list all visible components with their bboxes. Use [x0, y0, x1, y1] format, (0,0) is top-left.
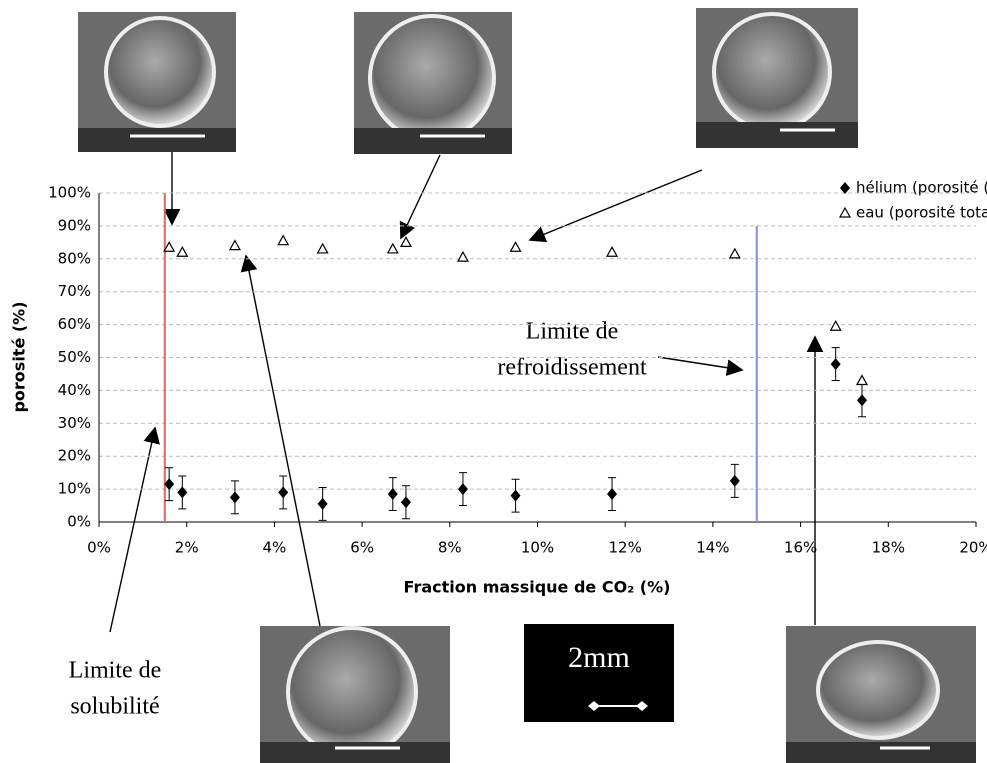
- annotation: solubilité: [70, 694, 159, 720]
- legend-label: eau (porosité totale): [856, 204, 987, 222]
- point: [386, 242, 399, 254]
- micrograph: [78, 12, 236, 152]
- x-tick-label: 18%: [872, 539, 905, 557]
- point: [606, 245, 619, 257]
- point: [856, 394, 867, 407]
- y-axis-label: porosité (%): [10, 301, 29, 412]
- micrograph: [260, 626, 450, 763]
- point: [838, 206, 852, 218]
- point: [317, 497, 328, 510]
- micrograph: [354, 12, 512, 154]
- point: [316, 242, 329, 254]
- point: [176, 245, 189, 257]
- scale-box: 2mm: [524, 624, 674, 722]
- x-tick-label: 6%: [350, 539, 374, 557]
- point: [855, 374, 869, 386]
- scale-label: 2mm: [568, 641, 630, 674]
- point: [278, 486, 289, 499]
- point: [829, 320, 842, 331]
- micrograph: [786, 626, 976, 763]
- x-tick-label: 4%: [263, 539, 287, 557]
- point: [457, 483, 468, 496]
- y-tick-label: 90%: [58, 216, 91, 234]
- point: [164, 478, 175, 491]
- annotation: Limite de: [69, 658, 162, 684]
- y-tick-label: 10%: [58, 480, 91, 498]
- y-tick-label: 100%: [48, 184, 91, 202]
- point: [830, 358, 841, 371]
- x-tick-label: 16%: [784, 539, 817, 557]
- y-tick-label: 50%: [58, 348, 91, 366]
- point: [456, 250, 469, 262]
- point: [400, 496, 411, 509]
- point: [277, 234, 290, 246]
- y-tick-label: 0%: [67, 513, 91, 531]
- x-tick-label: 20%: [959, 539, 987, 557]
- point: [163, 241, 176, 252]
- x-axis-label: Fraction massique de CO₂ (%): [404, 578, 671, 597]
- annotation: refroidissement: [497, 355, 647, 381]
- x-tick-label: 12%: [609, 539, 642, 557]
- point: [840, 182, 850, 194]
- point: [177, 486, 188, 499]
- point: [229, 491, 240, 504]
- x-tick-label: 8%: [438, 539, 462, 557]
- point: [387, 488, 398, 501]
- y-tick-label: 20%: [58, 447, 91, 465]
- y-tick-label: 30%: [58, 414, 91, 432]
- point: [729, 474, 740, 487]
- point: [728, 247, 741, 259]
- point: [399, 236, 412, 247]
- y-tick-label: 80%: [58, 249, 91, 267]
- x-tick-label: 0%: [87, 539, 111, 557]
- point: [509, 241, 522, 252]
- point: [607, 488, 618, 501]
- annotation: Limite de: [526, 319, 619, 345]
- micrograph: [696, 8, 858, 148]
- y-tick-label: 40%: [58, 381, 91, 399]
- point: [510, 489, 521, 502]
- point: [228, 239, 241, 251]
- arrows: [109, 152, 824, 633]
- x-tick-label: 2%: [175, 539, 199, 557]
- x-tick-label: 14%: [696, 539, 729, 557]
- y-tick-label: 70%: [58, 282, 91, 300]
- legend-label: hélium (porosité (fermée): [856, 179, 987, 197]
- x-tick-label: 10%: [521, 539, 554, 557]
- y-tick-label: 60%: [58, 315, 91, 333]
